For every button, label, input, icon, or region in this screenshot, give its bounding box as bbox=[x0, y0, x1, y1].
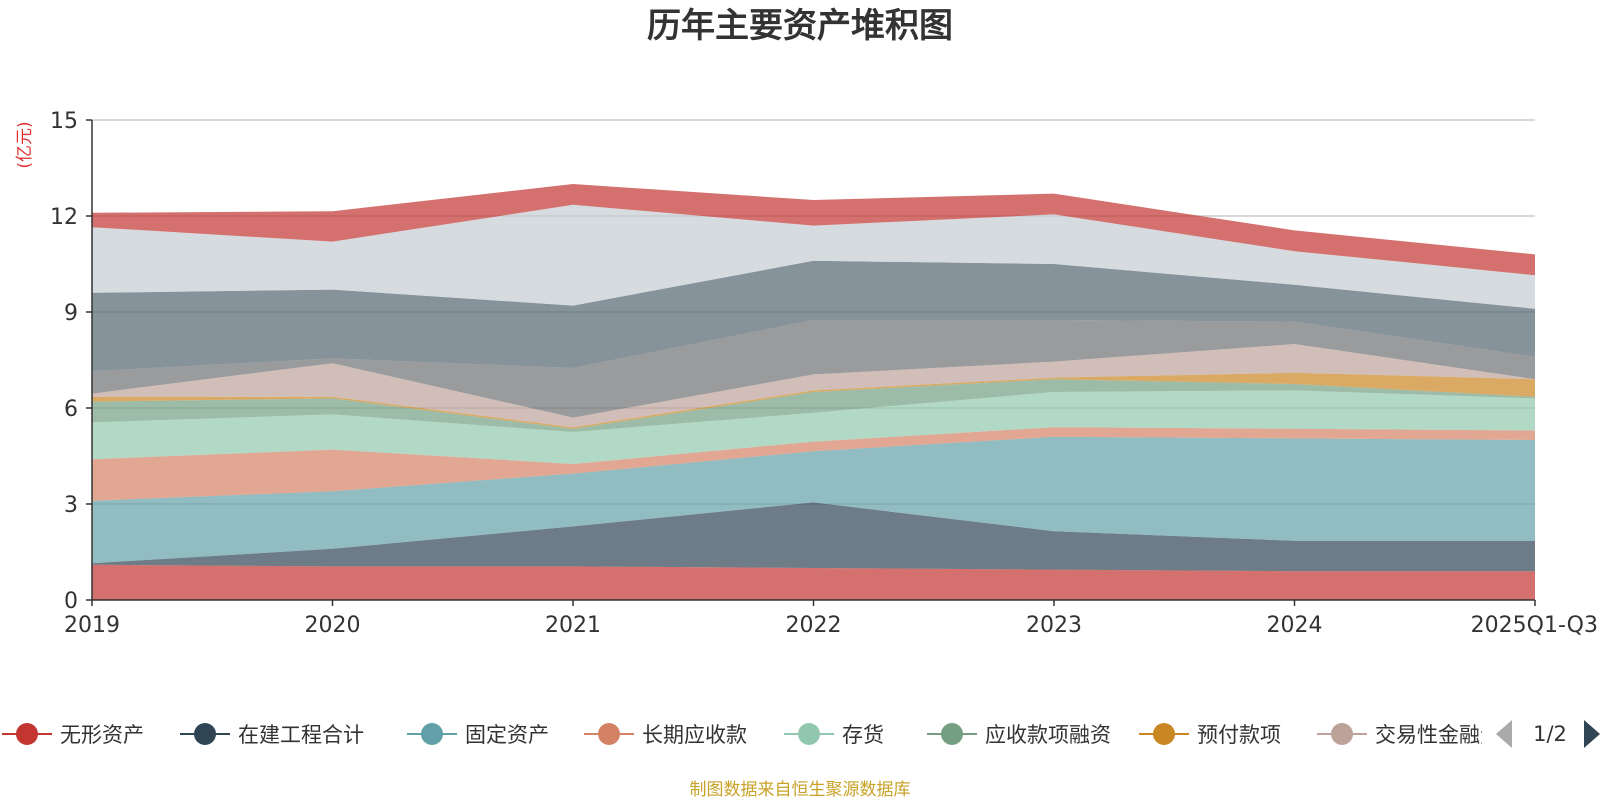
y-tick-label: 9 bbox=[64, 301, 78, 326]
legend-label: 应收款项融资 bbox=[985, 723, 1111, 747]
y-tick-label: 6 bbox=[64, 397, 78, 422]
legend-item[interactable]: 交易性金融资产 bbox=[1317, 723, 1522, 747]
legend-item[interactable]: 存货 bbox=[784, 723, 884, 747]
legend-item[interactable]: 预付款项 bbox=[1139, 723, 1281, 747]
y-tick-label: 3 bbox=[64, 493, 78, 518]
area-预付款项 bbox=[92, 372, 1535, 429]
legend-marker-icon bbox=[1153, 723, 1175, 745]
area-固定资产 bbox=[92, 436, 1535, 564]
area-series-10 bbox=[92, 260, 1535, 372]
legend-marker-icon bbox=[798, 723, 820, 745]
legend-marker-icon bbox=[194, 723, 216, 745]
y-axis-ticks: 0 3 6 9 12 15 bbox=[50, 109, 92, 614]
legend-label: 固定资产 bbox=[465, 723, 549, 747]
legend-item[interactable]: 在建工程合计 bbox=[180, 723, 364, 747]
legend-prev-page-icon[interactable] bbox=[1496, 720, 1512, 748]
legend-label: 存货 bbox=[842, 723, 884, 747]
y-tick-label: 0 bbox=[64, 589, 78, 614]
legend-marker-icon bbox=[1331, 723, 1353, 745]
data-source-note: 制图数据来自恒生聚源数据库 bbox=[690, 780, 911, 800]
legend-label: 长期应收款 bbox=[642, 723, 747, 747]
x-axis-ticks: 2019 2020 2021 2022 2023 2024 2025Q1-Q3 bbox=[64, 600, 1598, 638]
legend-pager: 1/2 bbox=[1496, 720, 1600, 748]
area-series-layer bbox=[92, 184, 1535, 600]
area-应收款项融资 bbox=[92, 379, 1535, 432]
area-在建工程合计 bbox=[92, 502, 1535, 572]
area-无形资产 bbox=[92, 564, 1535, 600]
legend-label: 预付款项 bbox=[1197, 723, 1281, 747]
y-axis-unit-label: (亿元) bbox=[15, 121, 35, 168]
legend-item[interactable]: 长期应收款 bbox=[584, 723, 747, 747]
chart-title: 历年主要资产堆积图 bbox=[647, 6, 953, 46]
area-交易性金融资产 bbox=[92, 344, 1535, 428]
x-tick-label: 2024 bbox=[1267, 613, 1323, 638]
legend-next-page-icon[interactable] bbox=[1584, 720, 1600, 748]
legend-marker-icon bbox=[421, 723, 443, 745]
area-series-9 bbox=[92, 320, 1535, 418]
x-tick-label: 2022 bbox=[786, 613, 842, 638]
legend-marker-icon bbox=[941, 723, 963, 745]
area-series-12 bbox=[92, 184, 1535, 276]
legend-marker-icon bbox=[598, 723, 620, 745]
legend-label: 交易性金融资产 bbox=[1375, 723, 1522, 747]
x-tick-label: 2019 bbox=[64, 613, 120, 638]
x-tick-label: 2021 bbox=[545, 613, 601, 638]
legend-item[interactable]: 应收款项融资 bbox=[927, 723, 1111, 747]
legend-page-indicator: 1/2 bbox=[1533, 722, 1567, 746]
legend-label: 在建工程合计 bbox=[238, 723, 364, 747]
y-tick-label: 12 bbox=[50, 205, 78, 230]
x-tick-label: 2020 bbox=[305, 613, 361, 638]
legend-item[interactable]: 无形资产 bbox=[2, 723, 144, 747]
legend-label: 无形资产 bbox=[60, 723, 144, 747]
area-存货 bbox=[92, 390, 1535, 464]
legend: 无形资产 在建工程合计 固定资产 长期应收款 存货 应收款项融资 预付款项 交易性金融资产 bbox=[2, 723, 1522, 747]
area-series-11 bbox=[92, 204, 1535, 309]
x-tick-label: 2025Q1-Q3 bbox=[1471, 613, 1598, 638]
area-长期应收款 bbox=[92, 427, 1535, 501]
x-tick-label: 2023 bbox=[1026, 613, 1082, 638]
legend-marker-icon bbox=[16, 723, 38, 745]
y-tick-label: 15 bbox=[50, 109, 78, 134]
legend-item[interactable]: 固定资产 bbox=[407, 723, 549, 747]
